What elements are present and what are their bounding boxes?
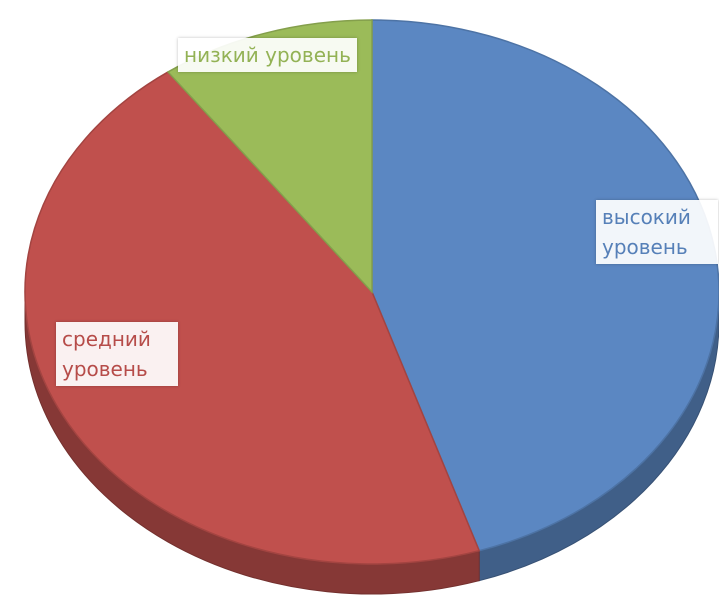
slice-label: высокий уровень bbox=[596, 200, 718, 264]
slice bbox=[24, 71, 481, 565]
slice-label: низкий уровень bbox=[178, 38, 357, 72]
slice-label: средний уровень bbox=[56, 322, 178, 386]
